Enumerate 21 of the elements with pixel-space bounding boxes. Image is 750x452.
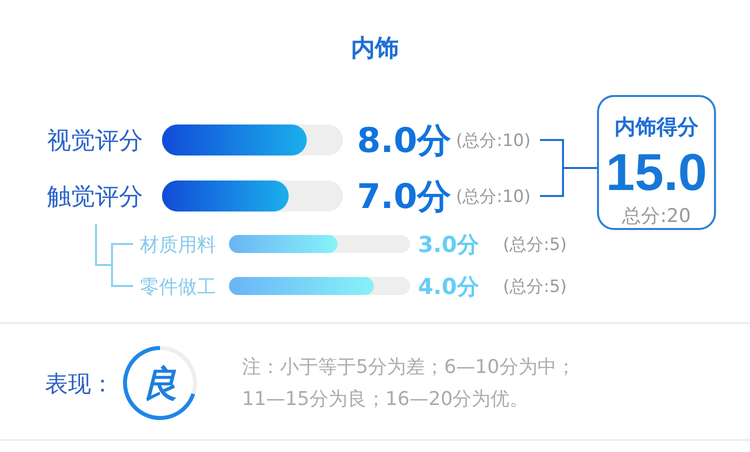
y-tick-label: 零件做工 [140,276,216,298]
data-label: 8.0分 [357,121,452,162]
text: 15.0 [606,144,708,202]
text: 总分:20 [621,205,691,227]
y-tick-label: 视觉评分 [47,126,143,155]
text: 11—15分为良；16—20分为优。 [242,388,529,410]
text: 内饰得分 [614,115,700,139]
text: (总分:10) [456,131,531,152]
data-label: 7.0分 [357,177,452,218]
text: (总分:5) [503,235,567,256]
text: 注：小于等于5分为差；6—10分为中； [242,356,576,378]
data-label: 4.0分 [418,274,480,300]
donut-slice [123,346,196,420]
text: (总分:10) [456,187,531,208]
y-tick-label: 材质用料 [139,234,216,256]
y-tick-label: 触觉评分 [47,182,143,211]
chart-title: 内饰 [351,34,399,62]
text: 良 [142,364,178,405]
text: (总分:5) [503,277,567,298]
text: 表现： [45,371,114,398]
data-label: 3.0分 [418,232,480,258]
